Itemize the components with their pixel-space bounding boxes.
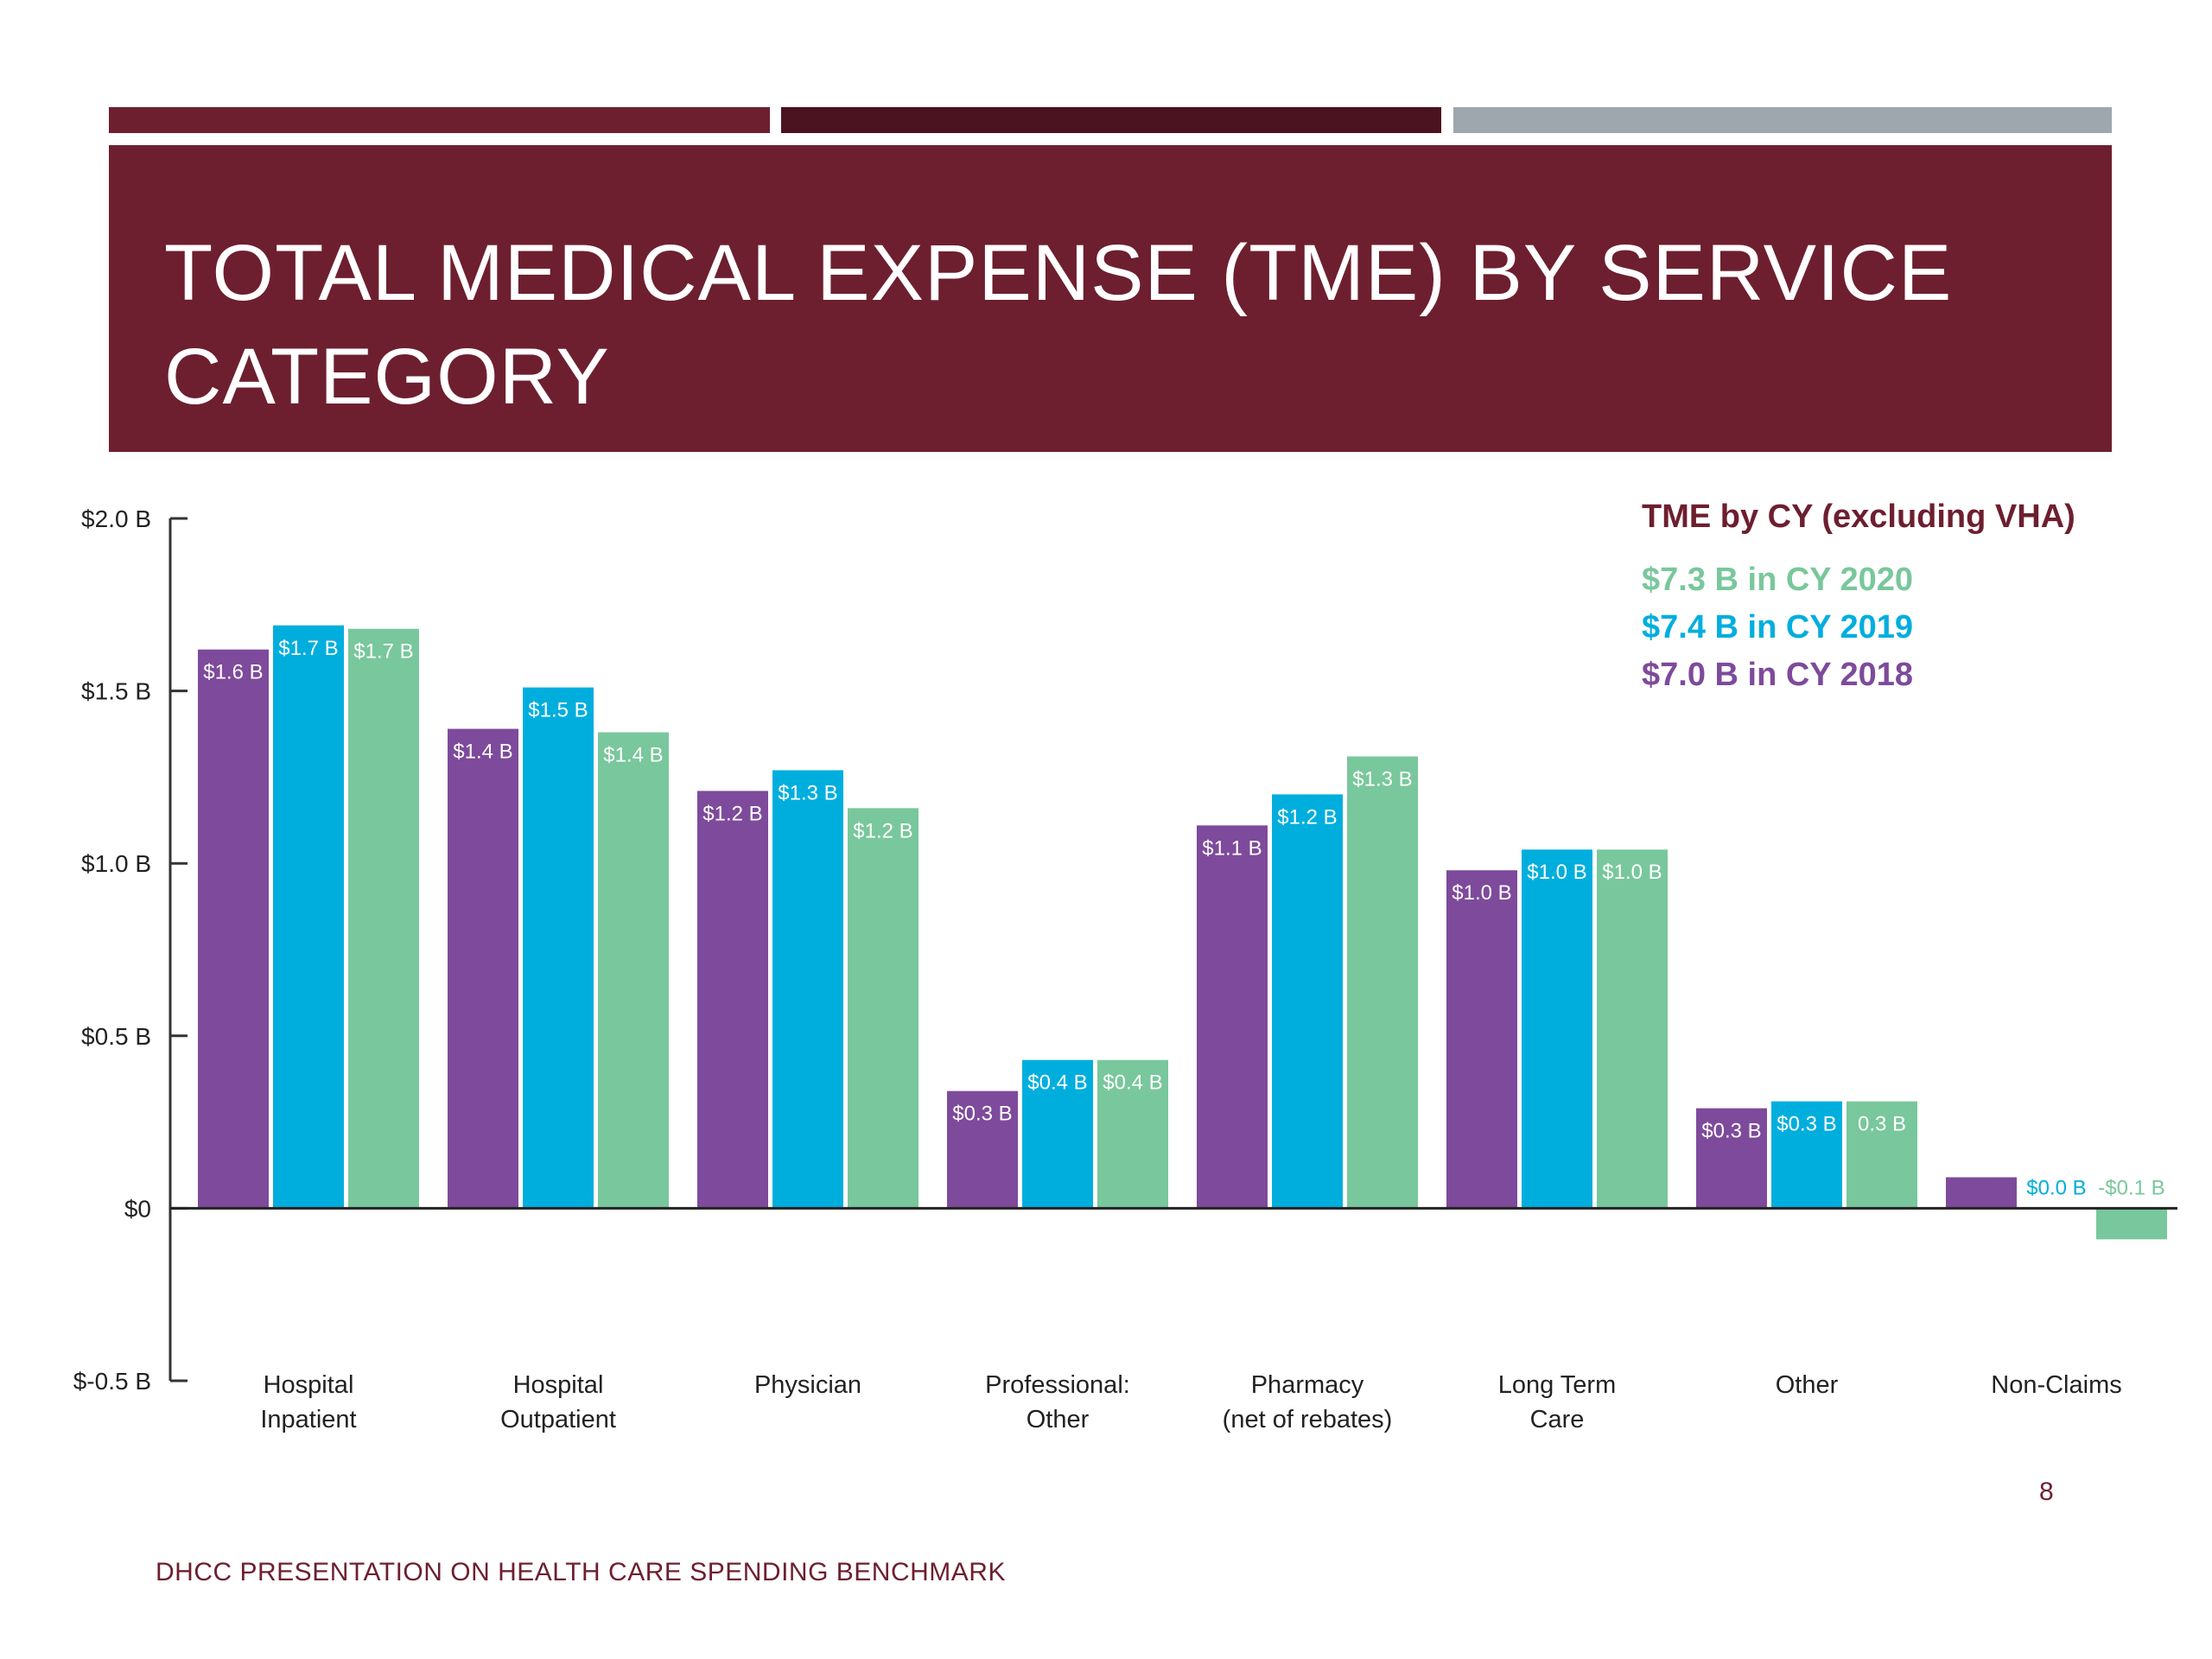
data-label: $0.1 B — [1951, 1176, 2011, 1199]
category-label: Outpatient — [500, 1406, 616, 1433]
category-label: Hospital — [513, 1371, 604, 1399]
y-tick-label: $-0.5 B — [73, 1368, 151, 1395]
header-accent-bar-maroon — [109, 107, 770, 133]
legend-line: $7.3 B in CY 2020 — [1642, 562, 1913, 598]
legend-heading: TME by CY (excluding VHA) — [1642, 499, 2075, 535]
data-label: $1.2 B — [853, 819, 912, 842]
data-label: $1.6 B — [203, 661, 263, 684]
bar-cy-2018 — [947, 1090, 1018, 1209]
legend-box: TME by CY (excluding VHA) $7.3 B in CY 20… — [1642, 499, 2075, 693]
bar-cy-2020 — [1347, 756, 1418, 1209]
bar-cy-2020 — [598, 732, 669, 1209]
slide-title: TOTAL MEDICAL EXPENSE (TME) BY SERVICE C… — [164, 229, 1953, 421]
data-label: $1.1 B — [1202, 836, 1262, 860]
footer-title: DHCC PRESENTATION ON HEALTH CARE SPENDIN… — [156, 1558, 1006, 1586]
category-label: Inpatient — [260, 1406, 356, 1433]
y-tick-label: $1.5 B — [81, 678, 151, 705]
category-label: Care — [1530, 1406, 1585, 1433]
y-axis-ticks: $2.0 B $1.5 B $1.0 B $0.5 B $0 $-0.5 B — [73, 505, 188, 1395]
bar-cy-2018 — [1946, 1177, 2017, 1209]
data-label: $1.7 B — [353, 640, 413, 664]
data-label: $1.0 B — [1452, 881, 1511, 905]
category-label: Other — [1776, 1371, 1839, 1399]
bar-cy-2020 — [2096, 1208, 2167, 1240]
axes — [168, 518, 2177, 1381]
data-label: $1.7 B — [278, 637, 338, 660]
category-label: Professional: — [985, 1371, 1130, 1399]
bar-cy-2019 — [523, 687, 594, 1209]
bar-cy-2018 — [448, 728, 518, 1209]
bar-cy-2019 — [1522, 849, 1592, 1209]
data-label: $0.3 B — [952, 1103, 1012, 1126]
data-label: $1.5 B — [528, 699, 588, 722]
data-label: $1.2 B — [702, 802, 762, 825]
data-label: $0.0 B — [2026, 1176, 2086, 1199]
bar-series — [198, 625, 2167, 1240]
bar-cy-2020 — [1847, 1101, 1917, 1209]
data-label: 0.3 B — [1858, 1113, 1906, 1136]
bar-cy-2019 — [772, 770, 843, 1209]
category-labels: Hospital Inpatient Hospital Outpatient Physi… — [260, 1371, 2121, 1433]
data-label: $1.2 B — [1277, 805, 1337, 829]
bar-cy-2020 — [848, 808, 918, 1209]
data-label: $0.3 B — [1701, 1120, 1761, 1143]
legend-line: $7.0 B in CY 2018 — [1642, 657, 1913, 693]
category-label: Physician — [754, 1371, 861, 1399]
legend-line: $7.4 B in CY 2019 — [1642, 609, 1913, 645]
data-label: $0.3 B — [1777, 1113, 1836, 1136]
category-label: Long Term — [1498, 1371, 1617, 1399]
data-label: $1.3 B — [778, 781, 837, 804]
bar-cy-2018 — [1197, 825, 1268, 1209]
y-tick-label: $1.0 B — [81, 850, 151, 877]
category-label: Hospital — [264, 1371, 354, 1399]
bar-cy-2018 — [1696, 1108, 1767, 1209]
y-tick-label: $0 — [124, 1195, 151, 1222]
data-label: $1.4 B — [603, 744, 663, 767]
title-banner: TOTAL MEDICAL EXPENSE (TME) BY SERVICE C… — [109, 145, 2112, 452]
category-label: Non-Claims — [1991, 1371, 2121, 1399]
category-label: (net of rebates) — [1223, 1406, 1393, 1433]
bar-cy-2019 — [1272, 794, 1343, 1209]
header-accent-bar-dark — [781, 107, 1441, 133]
bar-cy-2020 — [348, 628, 419, 1209]
data-label: -$0.1 B — [2098, 1176, 2164, 1199]
data-label: $0.4 B — [1027, 1071, 1087, 1095]
data-label: $1.0 B — [1602, 861, 1662, 884]
category-label: Pharmacy — [1251, 1371, 1364, 1399]
data-label: $1.3 B — [1352, 767, 1412, 791]
bar-cy-2020 — [1597, 849, 1668, 1209]
bar-cy-2018 — [697, 791, 768, 1209]
page-number: 8 — [2039, 1478, 2054, 1506]
tme-bar-chart: $2.0 B $1.5 B $1.0 B $0.5 B $0 $-0.5 B $1.6 B… — [73, 499, 2177, 1433]
data-label: $1.4 B — [453, 741, 512, 764]
bar-cy-2018 — [198, 649, 269, 1209]
bar-cy-2019 — [1771, 1101, 1842, 1209]
data-label: $0.4 B — [1103, 1071, 1162, 1095]
bar-cy-2020 — [1097, 1059, 1168, 1209]
bar-cy-2019 — [273, 625, 344, 1209]
data-label: $1.0 B — [1527, 861, 1586, 884]
data-labels: $1.6 B $1.7 B $1.7 B $1.4 B $1.5 B $1.4 B $1.2… — [203, 637, 2164, 1200]
bar-cy-2018 — [1446, 870, 1517, 1209]
header-accent-bar-gray — [1453, 107, 2112, 133]
category-label: Other — [1027, 1406, 1090, 1433]
y-tick-label: $2.0 B — [81, 505, 151, 532]
y-tick-label: $0.5 B — [81, 1023, 151, 1050]
bar-cy-2019 — [1022, 1059, 1093, 1209]
